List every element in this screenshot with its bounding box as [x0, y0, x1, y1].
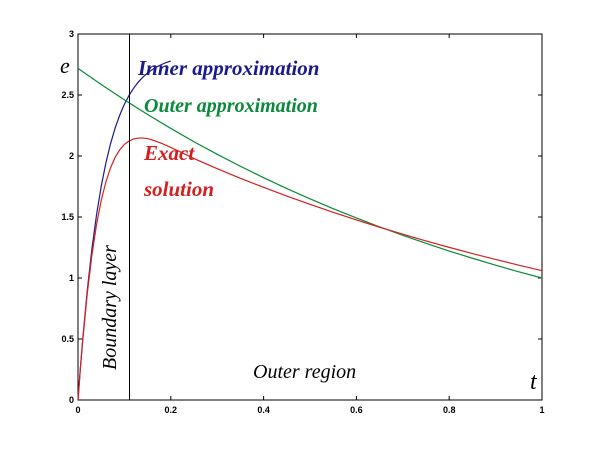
- outer-approx-annotation: Outer approximation: [144, 95, 318, 117]
- y-tick-label: 0: [69, 395, 74, 405]
- x-tick-label: 0.6: [350, 405, 363, 415]
- y-tick-label: 1.5: [61, 212, 74, 222]
- exact-annotation-line2: solution: [143, 177, 214, 201]
- series-line-exact-solution: [77, 137, 543, 401]
- series-line-outer-approximation: [77, 67, 543, 279]
- x-tick-label: 0.8: [443, 405, 456, 415]
- plot-frame: [77, 33, 543, 401]
- x-tick-label: 0.4: [257, 405, 270, 415]
- x-tick-label: 0.2: [165, 405, 178, 415]
- x-tick-label: 1: [539, 405, 544, 415]
- y-tick-label: 2: [69, 151, 74, 161]
- x-tick-label: 0: [75, 405, 80, 415]
- y-tick-label: 0.5: [61, 334, 74, 344]
- y-axis-label: e: [60, 53, 70, 78]
- series-group: [77, 60, 543, 401]
- y-tick-label: 3: [69, 29, 74, 39]
- y-tick-label: 2.5: [61, 90, 74, 100]
- axis-ticks: 0 0.2 0.4 0.6 0.8 1 0 0.5 1 1.5 2 2.5 3: [61, 29, 544, 415]
- outer-region-annotation: Outer region: [253, 361, 356, 383]
- inner-approx-annotation: Inner approximation: [137, 56, 319, 80]
- exact-annotation-line1: Exact: [143, 141, 195, 165]
- x-axis-label: t: [530, 369, 538, 395]
- y-tick-label: 1: [69, 273, 74, 283]
- boundary-layer-annotation: Boundary layer: [99, 245, 121, 370]
